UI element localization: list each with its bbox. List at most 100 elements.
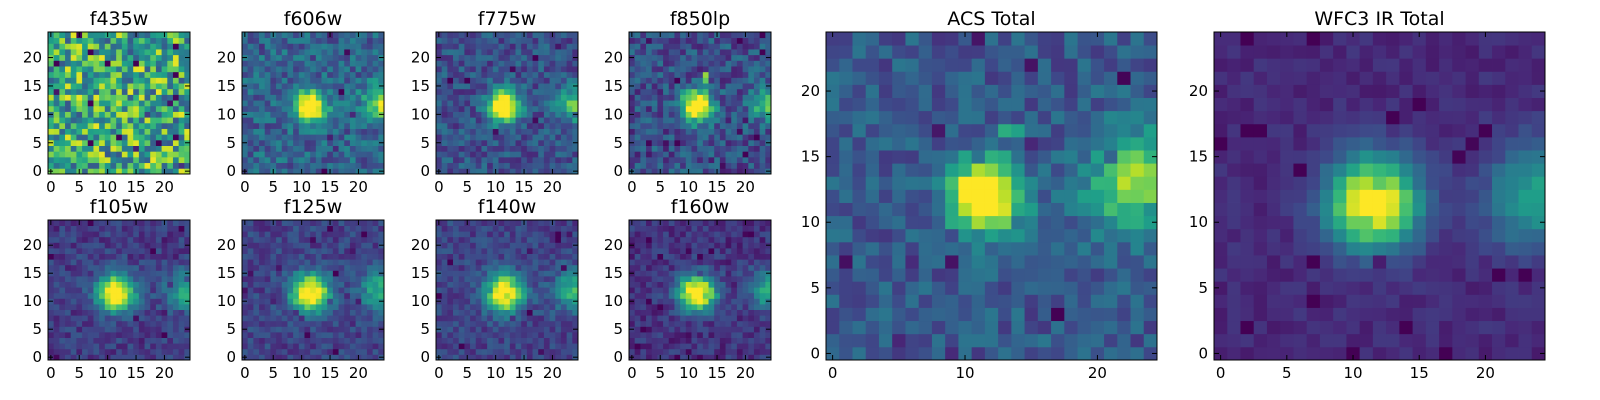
heatmap-cell	[121, 248, 128, 254]
heatmap-cell	[172, 111, 180, 118]
heatmap-cell	[436, 94, 443, 101]
heatmap-cell	[572, 348, 579, 355]
heatmap-cell	[543, 37, 550, 44]
heatmap-cell	[748, 309, 755, 316]
heatmap-cell	[560, 315, 568, 322]
heatmap-cell	[458, 100, 465, 107]
heatmap-cell	[447, 66, 454, 73]
heatmap-cell	[680, 49, 687, 56]
heatmap-cell	[453, 117, 460, 124]
heatmap-cell	[572, 287, 579, 294]
heatmap-cell	[184, 287, 191, 294]
y-tick-label: 5	[613, 134, 623, 152]
heatmap-cell	[138, 168, 145, 175]
heatmap-cell	[281, 139, 288, 146]
heatmap-cell	[509, 128, 516, 135]
heatmap-cell	[293, 315, 300, 322]
heatmap-cell	[161, 37, 168, 44]
heatmap-cell	[59, 259, 66, 266]
heatmap-cell	[99, 71, 106, 78]
heatmap-cell	[144, 264, 151, 271]
x-tick-label: 15	[320, 178, 339, 196]
heatmap-cell	[702, 100, 709, 107]
heatmap-cell	[59, 128, 66, 135]
heatmap-cell	[657, 287, 664, 294]
heatmap-cell	[526, 32, 533, 39]
heatmap-cell	[65, 354, 72, 361]
heatmap-cell	[640, 298, 647, 305]
heatmap-cell	[281, 220, 288, 226]
heatmap-cell	[65, 320, 72, 327]
heatmap-cell	[310, 151, 317, 158]
heatmap-cell	[765, 343, 772, 350]
heatmap-cell	[315, 236, 322, 243]
heatmap-cell	[53, 320, 60, 327]
heatmap-cell	[378, 248, 385, 254]
heatmap-cell	[481, 315, 488, 322]
heatmap-cell	[276, 83, 283, 90]
heatmap-cell	[298, 248, 305, 254]
heatmap-cell	[515, 348, 522, 355]
heatmap-cell	[82, 320, 89, 327]
heatmap-cell	[629, 71, 636, 78]
heatmap-cell	[178, 145, 185, 152]
heatmap-cell	[99, 337, 106, 344]
heatmap-cell	[133, 145, 140, 152]
heatmap-cell	[82, 43, 89, 50]
heatmap-cell	[657, 128, 664, 135]
heatmap-cell	[327, 156, 334, 164]
heatmap-cell	[753, 281, 761, 288]
heatmap-cell	[332, 43, 339, 50]
heatmap-cell	[287, 253, 294, 260]
heatmap-cell	[646, 139, 653, 146]
heatmap-cell	[178, 248, 185, 254]
heatmap-cell	[447, 236, 454, 243]
heatmap-cell	[685, 145, 692, 152]
heatmap-cell	[481, 139, 488, 146]
heatmap-cell	[515, 37, 522, 44]
heatmap-cell	[378, 162, 385, 169]
heatmap-cell	[748, 100, 755, 107]
heatmap-cell	[543, 105, 550, 112]
heatmap-cell	[714, 134, 721, 141]
heatmap-cell	[110, 348, 117, 355]
heatmap-cell	[742, 43, 749, 50]
heatmap-cell	[338, 94, 345, 101]
heatmap-cell	[742, 54, 749, 61]
heatmap-cell	[366, 332, 374, 338]
heatmap-cell	[532, 145, 539, 152]
heatmap-cell	[298, 242, 305, 249]
heatmap-cell	[458, 60, 465, 67]
heatmap-cell	[492, 248, 499, 254]
heatmap-cell	[509, 320, 516, 327]
heatmap-cell	[441, 287, 448, 294]
heatmap-cell	[458, 145, 465, 152]
heatmap-cell	[82, 309, 89, 316]
heatmap-cell	[332, 162, 339, 169]
heatmap-cell	[155, 117, 162, 124]
heatmap-cell	[481, 111, 488, 118]
heatmap-cell	[59, 105, 66, 112]
heatmap-cell	[674, 117, 681, 124]
heatmap-cell	[492, 253, 499, 260]
heatmap-cell	[447, 128, 454, 135]
heatmap-cell	[560, 231, 568, 238]
heatmap-cell	[276, 309, 283, 316]
heatmap-cell	[702, 139, 709, 146]
heatmap-cell	[172, 343, 180, 350]
heatmap-cell	[110, 105, 117, 112]
heatmap-cell	[538, 111, 545, 118]
heatmap-cell	[259, 248, 266, 254]
heatmap-cell	[498, 139, 505, 146]
heatmap-cell	[344, 298, 351, 305]
heatmap-cell	[759, 128, 766, 135]
heatmap-cell	[264, 60, 271, 67]
heatmap-cell	[82, 168, 89, 175]
heatmap-cell	[253, 111, 260, 118]
heatmap-cell	[99, 287, 106, 294]
heatmap-cell	[572, 122, 579, 129]
heatmap-cell	[657, 43, 664, 50]
heatmap-cell	[70, 94, 77, 101]
heatmap-cell	[560, 281, 568, 288]
heatmap-cell	[133, 139, 140, 146]
